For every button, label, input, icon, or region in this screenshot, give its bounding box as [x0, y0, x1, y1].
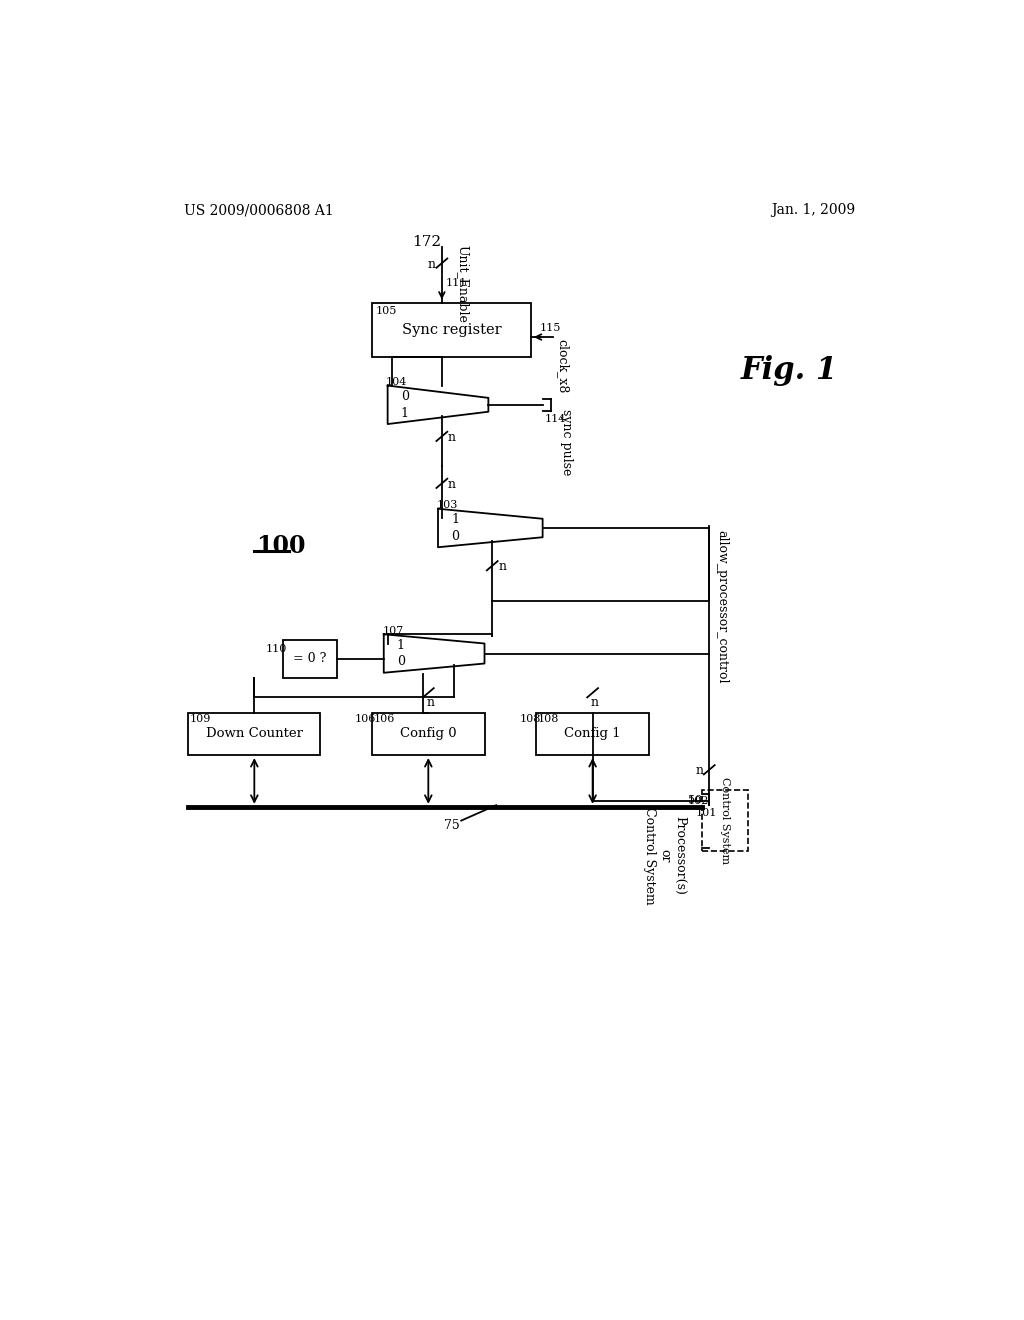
- Text: Jan. 1, 2009: Jan. 1, 2009: [771, 203, 855, 216]
- Bar: [537, 713, 649, 755]
- Text: n: n: [449, 478, 456, 491]
- Text: US 2009/0006808 A1: US 2009/0006808 A1: [183, 203, 334, 216]
- Text: 0: 0: [397, 656, 404, 668]
- Text: Sync register: Sync register: [401, 323, 502, 337]
- Text: n: n: [428, 259, 436, 271]
- Text: 108: 108: [538, 714, 559, 725]
- Text: 0: 0: [451, 529, 459, 543]
- Bar: [372, 713, 484, 755]
- Text: 110: 110: [266, 644, 288, 653]
- Text: Processor(s)
or
Control System: Processor(s) or Control System: [643, 807, 686, 904]
- Text: 108: 108: [519, 714, 541, 725]
- Text: 1: 1: [451, 513, 459, 527]
- Text: n: n: [695, 764, 703, 777]
- Text: 109: 109: [190, 714, 211, 725]
- Text: 105: 105: [375, 306, 396, 317]
- Text: n: n: [591, 696, 599, 709]
- Text: 1: 1: [397, 639, 404, 652]
- Bar: [701, 789, 748, 851]
- Text: Config 1: Config 1: [564, 727, 621, 741]
- Text: n: n: [499, 560, 507, 573]
- Text: 107: 107: [382, 626, 403, 636]
- Text: Control System: Control System: [720, 777, 730, 865]
- Text: 115: 115: [540, 323, 561, 333]
- Text: Unit_Enable: Unit_Enable: [456, 244, 469, 322]
- Text: 101: 101: [695, 808, 717, 818]
- Text: 103: 103: [436, 500, 458, 511]
- Text: n: n: [449, 432, 456, 445]
- Text: 75: 75: [444, 818, 460, 832]
- Text: Fig. 1: Fig. 1: [740, 355, 838, 385]
- Bar: [283, 640, 337, 678]
- Text: 1: 1: [400, 407, 409, 420]
- Text: 104: 104: [386, 378, 408, 387]
- Text: allow_processor_control: allow_processor_control: [716, 531, 728, 684]
- Text: 0: 0: [400, 389, 409, 403]
- Text: 100: 100: [256, 535, 305, 558]
- Text: 111: 111: [445, 279, 467, 288]
- Text: 106: 106: [374, 714, 395, 725]
- Text: sync pulse: sync pulse: [560, 409, 573, 475]
- Bar: [188, 713, 321, 755]
- Text: 114: 114: [545, 414, 566, 424]
- Text: clock_x8: clock_x8: [556, 339, 568, 393]
- Text: n: n: [427, 696, 435, 709]
- Text: Config 0: Config 0: [400, 727, 457, 741]
- Text: 102: 102: [687, 796, 709, 807]
- Text: 172: 172: [412, 235, 441, 249]
- Text: 50: 50: [687, 795, 701, 805]
- Text: Down Counter: Down Counter: [206, 727, 303, 741]
- Text: = 0 ?: = 0 ?: [294, 652, 327, 665]
- Text: 106: 106: [355, 714, 377, 725]
- Bar: [372, 304, 531, 358]
